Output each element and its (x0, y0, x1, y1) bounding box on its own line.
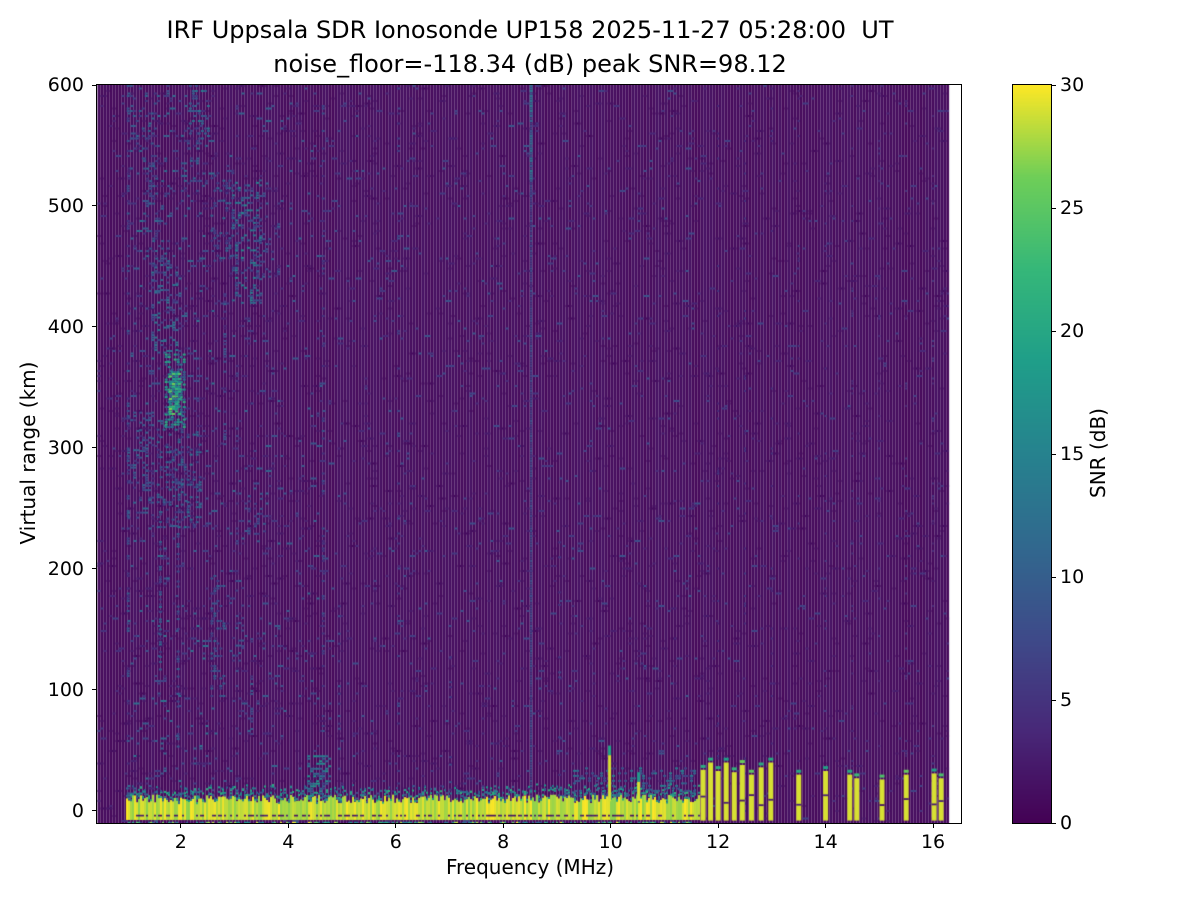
colorbar-gradient (1013, 85, 1051, 823)
y-tick-label: 600 (47, 74, 84, 96)
y-tick-mark (92, 84, 96, 86)
x-tick-label: 8 (497, 831, 510, 853)
colorbar (1012, 84, 1052, 824)
y-tick-label: 300 (47, 436, 84, 459)
x-tick-mark (610, 824, 612, 828)
y-tick-mark (92, 810, 96, 812)
x-tick-mark (932, 824, 934, 828)
x-tick-mark (287, 824, 289, 828)
plot-area (96, 84, 962, 824)
y-tick-label: 0 (71, 799, 84, 822)
x-tick-label: 4 (282, 831, 295, 853)
x-tick-label: 6 (389, 831, 402, 853)
x-tick-label: 2 (174, 831, 187, 853)
colorbar-tick-mark (1052, 84, 1056, 86)
y-tick-mark (92, 205, 96, 207)
colorbar-tick-label: 0 (1060, 812, 1073, 834)
colorbar-tick-label: 15 (1060, 443, 1085, 465)
chart-title: IRF Uppsala SDR Ionosonde UP158 2025-11-… (166, 16, 894, 44)
chart-subtitle: noise_floor=-118.34 (dB) peak SNR=98.12 (273, 50, 787, 78)
y-tick-mark (92, 689, 96, 691)
colorbar-tick-mark (1052, 330, 1056, 332)
y-tick-mark (92, 568, 96, 570)
x-tick-mark (717, 824, 719, 828)
colorbar-tick-mark (1052, 576, 1056, 578)
x-tick-mark (180, 824, 182, 828)
x-axis-label: Frequency (MHz) (445, 855, 615, 879)
x-tick-label: 12 (706, 831, 731, 853)
y-tick-mark (92, 326, 96, 328)
x-tick-mark (502, 824, 504, 828)
y-tick-mark (92, 447, 96, 449)
x-tick-label: 16 (920, 831, 946, 853)
x-tick-label: 14 (813, 831, 838, 853)
x-tick-mark (825, 824, 827, 828)
y-tick-label: 100 (47, 678, 84, 701)
colorbar-tick-label: 5 (1060, 689, 1073, 711)
ionogram-heatmap (97, 85, 961, 823)
colorbar-tick-mark (1052, 453, 1056, 455)
colorbar-tick-mark (1052, 699, 1056, 701)
colorbar-tick-mark (1052, 822, 1056, 824)
colorbar-tick-label: 25 (1060, 197, 1085, 219)
colorbar-tick-label: 30 (1060, 74, 1085, 96)
colorbar-tick-label: 10 (1060, 566, 1085, 588)
colorbar-tick-mark (1052, 207, 1056, 209)
x-tick-label: 10 (598, 831, 623, 853)
y-tick-label: 500 (47, 194, 84, 217)
y-tick-label: 200 (47, 557, 84, 580)
x-tick-mark (395, 824, 397, 828)
colorbar-tick-label: 20 (1060, 320, 1085, 342)
y-tick-label: 400 (47, 315, 84, 338)
